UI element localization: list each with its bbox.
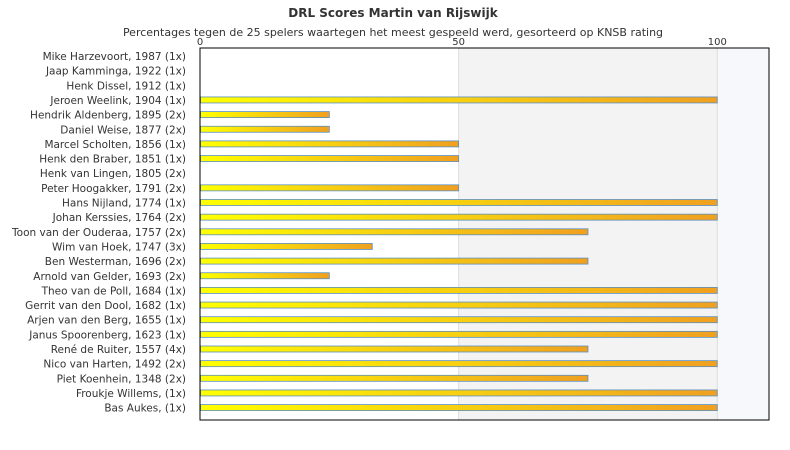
category-label: Marcel Scholten, 1856 (1x) [44,139,186,151]
bar [200,125,330,133]
bar [200,184,460,192]
bar [200,301,718,309]
category-label: Arnold van Gelder, 1693 (2x) [33,271,186,283]
category-label: Toon van der Ouderaa, 1757 (2x) [11,227,186,239]
category-label: Froukje Willems, (1x) [76,388,186,400]
category-label: Johan Kerssies, 1764 (2x) [52,212,186,224]
category-label: Theo van de Poll, 1684 (1x) [41,285,186,297]
x-tick-label: 0 [197,37,203,48]
category-label: Arjen van den Berg, 1655 (1x) [27,315,186,327]
category-label: Wim van Hoek, 1747 (3x) [52,241,186,253]
category-label: Henk Dissel, 1912 (1x) [66,80,186,92]
bar [200,345,589,353]
category-label: Henk van Lingen, 1805 (2x) [40,168,186,180]
bar [200,374,589,382]
category-label: Henk den Braber, 1851 (1x) [39,154,186,166]
bar [200,213,718,221]
chart-subtitle: Percentages tegen de 25 spelers waartege… [123,26,663,39]
bar [200,389,718,397]
category-label: Daniel Weise, 1877 (2x) [60,124,186,136]
category-label: Jeroen Weelink, 1904 (1x) [49,95,186,107]
plot-frame [199,47,770,421]
category-label: René de Ruiter, 1557 (4x) [51,344,186,356]
x-tick-label: 100 [708,37,727,48]
bar [200,286,718,294]
x-tick-label: 50 [452,37,465,48]
category-label: Mike Harzevoort, 1987 (1x) [43,51,186,63]
bar [200,272,330,280]
bar [200,243,373,250]
bar [200,316,718,324]
chart-title: DRL Scores Martin van Rijswijk [288,6,498,20]
category-label: Piet Koenhein, 1348 (2x) [57,373,186,385]
bar [200,199,718,206]
bar [200,155,460,162]
bar [200,360,718,368]
category-label: Peter Hoogakker, 1791 (2x) [41,183,186,195]
bar [200,140,460,148]
bar [200,96,718,104]
bar [200,111,330,118]
category-label: Gerrit van den Dool, 1682 (1x) [25,300,186,312]
bar [200,228,589,236]
bar [200,330,718,338]
category-label: Jaap Kamminga, 1922 (1x) [45,66,186,78]
bar [200,404,718,412]
category-label: Janus Spoorenberg, 1623 (1x) [28,329,186,341]
bar [200,257,589,265]
plot-band [717,48,769,420]
category-label: Bas Aukes, (1x) [104,403,186,415]
category-label: Hendrik Aldenberg, 1895 (2x) [30,110,186,122]
category-label: Nico van Harten, 1492 (2x) [43,359,186,371]
category-label: Ben Westerman, 1696 (2x) [45,256,186,268]
category-label: Hans Nijland, 1774 (1x) [62,198,186,210]
